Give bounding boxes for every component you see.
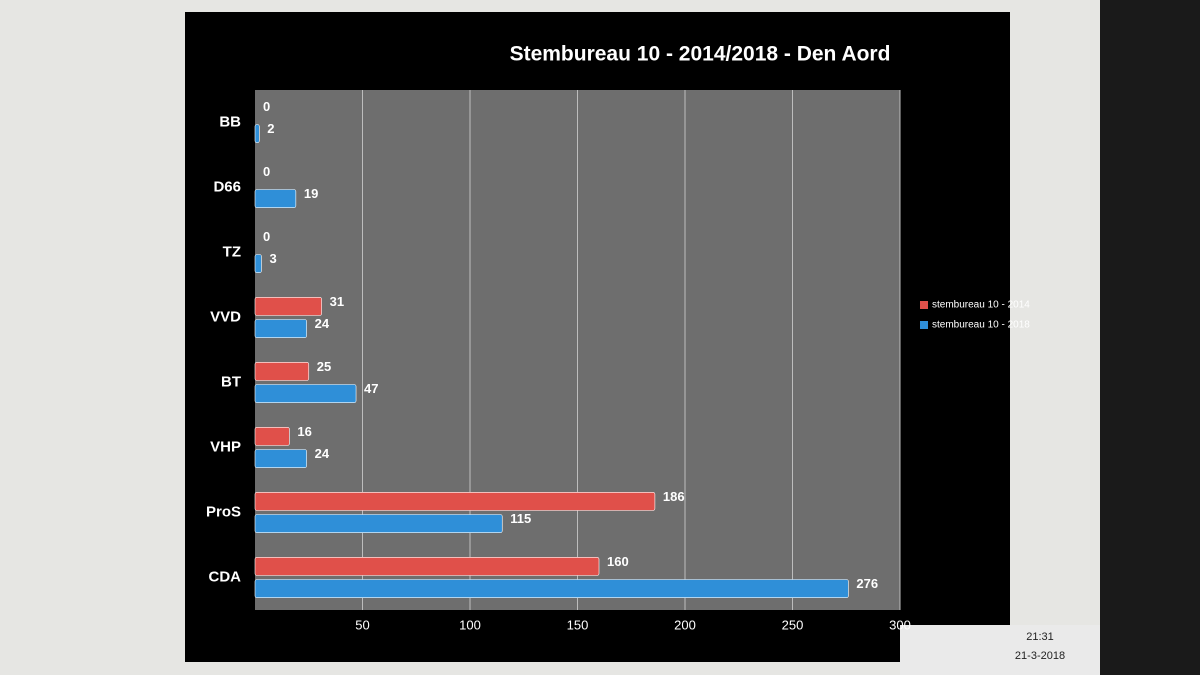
bar: [254, 514, 503, 534]
bar: [254, 449, 307, 469]
x-tick-label: 100: [459, 617, 481, 632]
y-tick-label: ProS: [206, 503, 241, 520]
x-tick-label: 50: [355, 617, 369, 632]
data-label: 0: [263, 164, 270, 179]
bar: [254, 556, 600, 576]
legend-label: stembureau 10 - 2014: [932, 300, 1030, 311]
data-label: 47: [364, 381, 378, 396]
clock-time: 21:31: [1026, 631, 1054, 643]
bar: [254, 384, 357, 404]
y-tick-label: VHP: [210, 438, 241, 455]
legend-swatch: [920, 301, 928, 309]
y-tick-label: BB: [219, 113, 241, 130]
y-tick-label: VVD: [210, 308, 241, 325]
y-tick-label: TZ: [223, 243, 241, 260]
x-tick-label: 200: [674, 617, 696, 632]
x-tick-label: 150: [567, 617, 589, 632]
data-label: 3: [269, 251, 276, 266]
bar: [254, 254, 262, 274]
data-label: 276: [856, 576, 878, 591]
legend-label: stembureau 10 - 2018: [932, 320, 1030, 331]
bar: [254, 426, 290, 446]
legend-swatch: [920, 321, 928, 329]
bar: [254, 124, 260, 144]
y-tick-label: BT: [221, 373, 241, 390]
bar: [254, 361, 310, 381]
bar: [254, 491, 656, 511]
data-label: 25: [317, 359, 331, 374]
data-label: 2: [267, 121, 274, 136]
chart-title: Stembureau 10 - 2014/2018 - Den Aord: [510, 43, 891, 66]
data-label: 24: [315, 446, 330, 461]
x-tick-label: 300: [889, 617, 911, 632]
data-label: 186: [663, 489, 685, 504]
data-label: 160: [607, 554, 629, 569]
data-label: 31: [330, 294, 344, 309]
bar: [254, 296, 322, 316]
x-tick-label: 250: [782, 617, 804, 632]
data-label: 24: [315, 316, 330, 331]
clock-date: 21-3-2018: [1015, 650, 1065, 662]
data-label: 0: [263, 99, 270, 114]
data-label: 19: [304, 186, 318, 201]
data-label: 16: [297, 424, 311, 439]
bar: [254, 319, 307, 339]
bar: [254, 579, 849, 599]
y-tick-label: D66: [213, 178, 241, 195]
monitor-bezel: [1100, 0, 1200, 675]
taskbar: [900, 625, 1100, 675]
data-label: 115: [510, 511, 531, 526]
bar: [254, 189, 297, 209]
data-label: 0: [263, 229, 270, 244]
y-tick-label: CDA: [209, 568, 242, 585]
